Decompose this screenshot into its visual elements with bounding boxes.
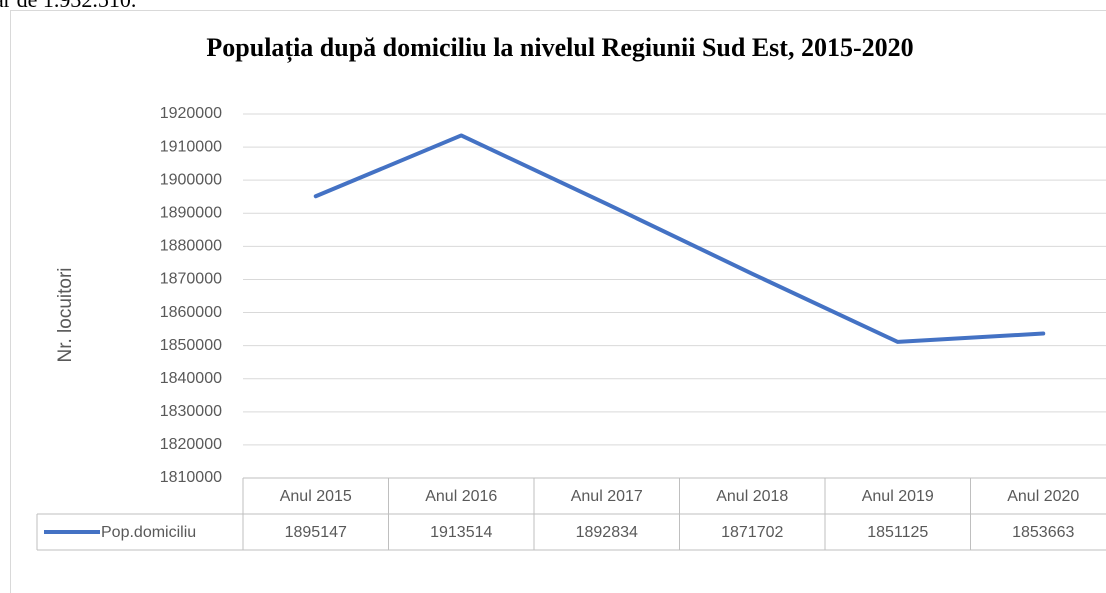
y-tick-label: 1810000 <box>160 469 222 486</box>
table-value: 1913514 <box>430 524 492 541</box>
table-value: 1853663 <box>1012 524 1074 541</box>
x-tick-label: Anul 2015 <box>280 488 352 505</box>
y-tick-label: 1900000 <box>160 171 222 188</box>
y-tick-label: 1910000 <box>160 138 222 155</box>
chart-frame <box>10 10 1106 593</box>
y-tick-label: 1830000 <box>160 403 222 420</box>
chart-title: Populația după domiciliu la nivelul Regi… <box>206 33 913 63</box>
x-tick-label: Anul 2017 <box>571 488 643 505</box>
y-tick-label: 1850000 <box>160 337 222 354</box>
y-tick-label: 1820000 <box>160 436 222 453</box>
x-tick-label: Anul 2016 <box>425 488 497 505</box>
table-value: 1851125 <box>867 524 928 541</box>
y-tick-label: 1840000 <box>160 370 222 387</box>
x-tick-label: Anul 2020 <box>1007 488 1079 505</box>
y-axis-label: Nr. locuitori <box>55 267 76 362</box>
y-tick-label: 1920000 <box>160 105 222 122</box>
page-text: ar de 1.932.510. <box>0 0 136 12</box>
y-tick-label: 1890000 <box>160 204 222 221</box>
legend-label: Pop.domiciliu <box>101 524 196 541</box>
x-tick-label: Anul 2019 <box>862 488 934 505</box>
y-tick-label: 1880000 <box>160 238 222 255</box>
y-tick-label: 1860000 <box>160 304 222 321</box>
y-tick-label: 1870000 <box>160 271 222 288</box>
table-value: 1871702 <box>721 524 783 541</box>
table-value: 1895147 <box>285 524 347 541</box>
series-line <box>313 133 1046 344</box>
table-value: 1892834 <box>576 524 638 541</box>
x-tick-label: Anul 2018 <box>716 488 788 505</box>
